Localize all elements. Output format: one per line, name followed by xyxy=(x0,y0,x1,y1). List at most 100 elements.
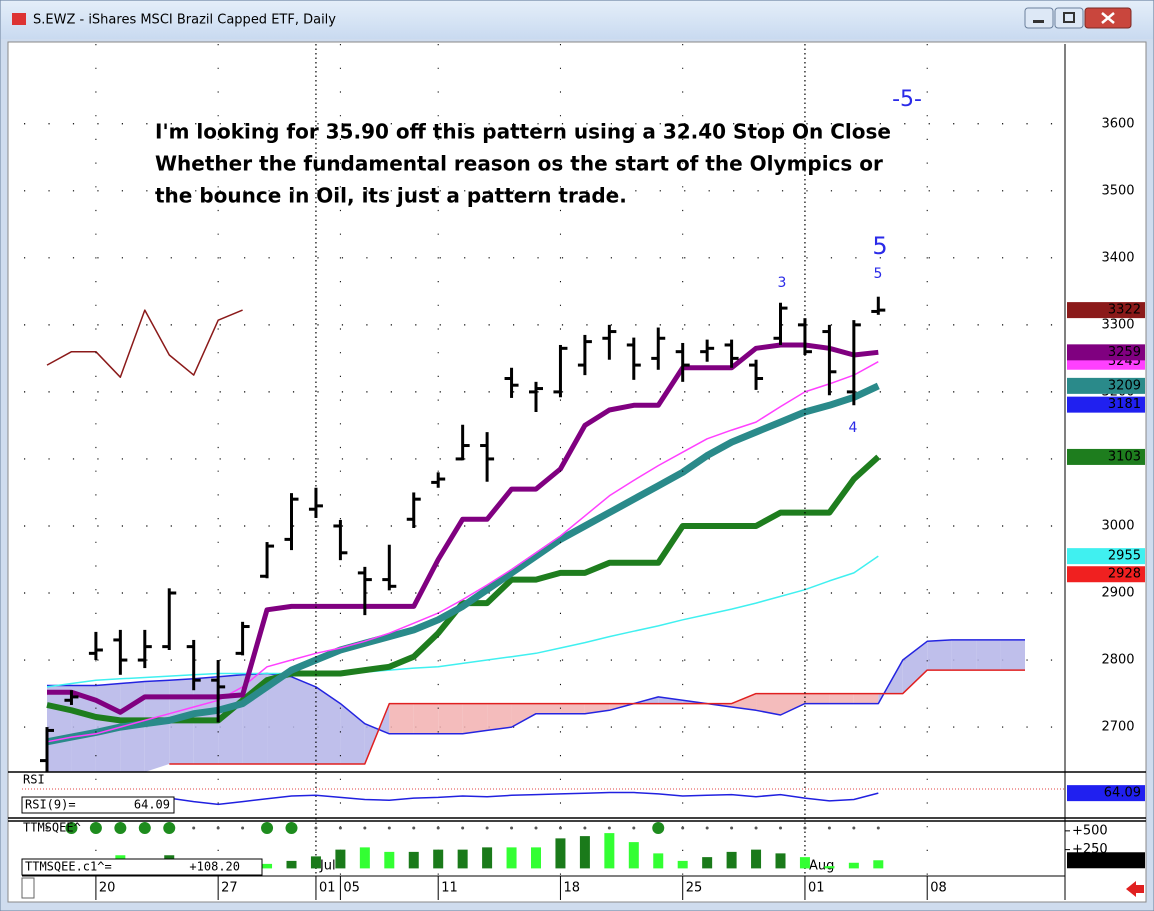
squeeze-dot xyxy=(138,822,151,834)
cloud-fill xyxy=(511,703,536,728)
squeeze-dot xyxy=(461,826,465,830)
month-label: Jul xyxy=(319,859,336,874)
wave-label: -5- xyxy=(892,87,922,112)
squeeze-bar xyxy=(384,851,395,869)
cloud-fill xyxy=(487,703,512,731)
squeeze-dot xyxy=(876,826,880,830)
x-tick-label: 05 xyxy=(343,881,360,896)
annotation: the bounce in Oil, its just a pattern tr… xyxy=(155,184,627,208)
squeeze-dot xyxy=(632,826,636,830)
close-icon xyxy=(1101,12,1115,24)
y-tick-label: 2900 xyxy=(1101,586,1134,601)
wave-label: 4 xyxy=(849,420,858,436)
squeeze-dot xyxy=(89,822,102,834)
squeeze-bar xyxy=(628,842,639,869)
squeeze-bar xyxy=(482,847,493,869)
maximize-icon xyxy=(1063,12,1075,23)
cloud-lower-line xyxy=(169,669,1025,765)
x-tick-label: 01 xyxy=(808,881,825,896)
squeeze-dot xyxy=(730,826,734,830)
squeeze-dot xyxy=(803,826,807,830)
squeeze-dot xyxy=(412,826,416,830)
chart: 2700280029003000310032003300340035003600… xyxy=(8,44,1146,900)
price-box-label: 3181 xyxy=(1108,397,1141,412)
price-box xyxy=(1067,344,1145,361)
y-tick-label: 2800 xyxy=(1101,653,1134,668)
squeeze-dot xyxy=(652,822,665,834)
indicator-line xyxy=(46,555,879,688)
squeeze-bar xyxy=(433,849,444,869)
y-tick-label: 2700 xyxy=(1101,720,1134,735)
squeeze-bar xyxy=(702,857,713,869)
cloud-fill xyxy=(951,639,977,671)
squeeze-readout-label: TTMSQEE.c1^= xyxy=(25,860,112,874)
y-tick-label: 3600 xyxy=(1101,116,1134,131)
wave-label: 3 xyxy=(778,275,787,291)
cloud-fill xyxy=(853,693,879,704)
squeeze-dot xyxy=(436,826,440,830)
squeeze-dot xyxy=(261,822,274,834)
squeeze-dot xyxy=(534,826,538,830)
squeeze-bar xyxy=(457,849,468,869)
cloud-fill xyxy=(267,673,292,764)
rsi-readout-value: 64.09 xyxy=(134,798,170,812)
squeeze-bar xyxy=(873,860,884,869)
cloud-fill xyxy=(804,693,830,704)
squeeze-dot xyxy=(558,826,562,830)
cloud-fill xyxy=(413,703,439,734)
maximize-button[interactable] xyxy=(1054,7,1084,29)
cloud-fill xyxy=(902,641,928,694)
window-controls[interactable] xyxy=(1024,7,1132,29)
squeeze-dot xyxy=(583,826,587,830)
scroll-arrow[interactable] xyxy=(1126,881,1144,897)
rsi-readout-box xyxy=(21,796,175,814)
rsi-readout-label: RSI(9)= xyxy=(25,798,76,812)
cloud-fill xyxy=(291,676,316,764)
x-tick-label: 08 xyxy=(930,881,947,896)
squeeze-dot xyxy=(241,826,245,830)
squeeze-bar xyxy=(555,838,566,869)
squeeze-bar xyxy=(286,860,297,869)
price-box xyxy=(1067,548,1145,565)
indicator-line xyxy=(46,382,880,746)
price-box-label: 3322 xyxy=(1108,303,1141,318)
cloud-fill xyxy=(1000,639,1025,671)
squeeze-bar xyxy=(310,856,321,869)
minimize-button[interactable] xyxy=(1024,7,1054,29)
app-icon xyxy=(12,13,26,25)
price-box xyxy=(1067,302,1145,319)
cloud-fill xyxy=(560,703,585,714)
annotation: Whether the fundamental reason os the st… xyxy=(155,152,883,176)
cloud-upper-line xyxy=(47,639,1025,735)
squeeze-bar xyxy=(848,862,859,869)
scroll-box[interactable] xyxy=(21,877,35,899)
squeeze-bar xyxy=(531,847,541,869)
squeeze-dot xyxy=(754,826,758,830)
squeeze-box-label: +108.2 xyxy=(1070,853,1118,868)
title-bar xyxy=(1,1,1153,39)
x-tick-label: 20 xyxy=(99,881,116,896)
squeeze-bar xyxy=(408,851,419,869)
squeeze-bar xyxy=(262,863,273,869)
squeeze-dot xyxy=(338,826,342,830)
cloud-fill xyxy=(389,703,414,734)
price-box xyxy=(1067,566,1145,583)
window-title: S.EWZ - iShares MSCI Brazil Capped ETF, … xyxy=(33,13,336,28)
cloud-fill xyxy=(144,680,170,772)
squeeze-bar xyxy=(506,847,517,869)
indicator-line xyxy=(46,309,243,378)
y-tick-label: 3300 xyxy=(1101,317,1134,332)
squeeze-dot xyxy=(192,826,196,830)
squeeze-bar xyxy=(824,866,835,869)
squeeze-dot xyxy=(45,826,49,830)
squeeze-bar xyxy=(751,849,762,869)
squeeze-title: TTMSQEE^ xyxy=(23,821,81,835)
squeeze-dot xyxy=(779,826,782,830)
price-box-label: 3209 xyxy=(1108,378,1141,393)
price-box xyxy=(1067,377,1145,394)
squeeze-dot xyxy=(65,822,78,834)
squeeze-bar xyxy=(799,857,810,869)
x-tick-label: 18 xyxy=(563,881,580,896)
cloud-fill xyxy=(976,639,1001,671)
cloud-fill xyxy=(438,703,463,734)
